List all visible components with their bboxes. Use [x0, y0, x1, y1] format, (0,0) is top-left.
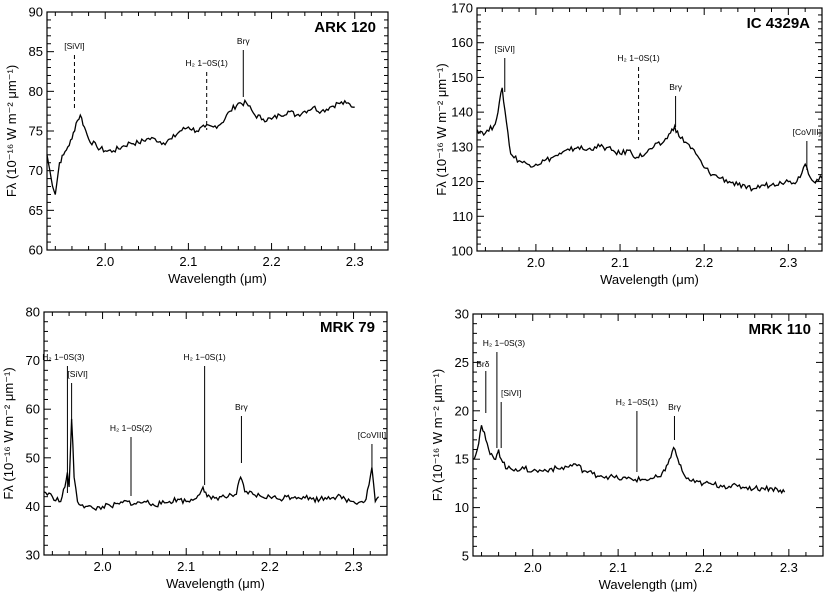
y-tick-label: 140: [451, 105, 473, 120]
y-tick-label: 60: [26, 402, 40, 417]
line-marker-label: H₂ 1−0S(1): [617, 53, 659, 63]
plot-frame: [43, 311, 388, 556]
line-marker-label: H₂ 1−0S(2): [110, 423, 152, 433]
line-marker-label: [SiVI]: [501, 388, 521, 398]
y-axis-label: Fλ (10⁻¹⁶ W m⁻² μm⁻¹): [4, 65, 19, 197]
y-tick-label: 5: [462, 549, 469, 564]
y-tick-label: 70: [29, 163, 43, 178]
y-axis-label: Fλ (10⁻¹⁶ W m⁻² μm⁻¹): [434, 63, 449, 195]
plot-frame: [476, 7, 823, 252]
y-tick-label: 80: [29, 84, 43, 99]
y-tick-label: 40: [26, 499, 40, 514]
y-tick-label: 15: [455, 452, 469, 467]
panel-title: MRK 79: [320, 319, 375, 336]
y-tick-label: 10: [455, 500, 469, 515]
y-tick-label: 100: [451, 244, 473, 259]
x-tick-label: 2.3: [346, 254, 364, 269]
line-marker-label: Brγ: [669, 82, 683, 92]
spectrum-line: [472, 425, 786, 495]
y-tick-label: 25: [455, 355, 469, 370]
panel-3: 2.0 2.1 2.2 2.3 30 40 50 60 70 80 Wavelength (μm) F…: [1, 305, 388, 591]
line-marker-label: [SiVI]: [495, 44, 515, 54]
spectrum-line: [46, 98, 355, 195]
x-axis-label: Wavelength (μm): [166, 576, 265, 591]
x-axis-label: Wavelength (μm): [168, 271, 267, 286]
panel-2: 2.0 2.1 2.2 2.3 100 110 120 130 140 150 160 170 Wave…: [434, 1, 823, 287]
x-axis-label: Wavelength (μm): [599, 577, 698, 592]
spectrum-line: [43, 418, 380, 511]
line-marker-label: [SiVI]: [67, 369, 87, 379]
line-marker-label: [CoVIII]: [358, 430, 386, 440]
panel-title: ARK 120: [314, 19, 376, 36]
y-tick-label: 50: [26, 450, 40, 465]
x-tick-label: 2.2: [694, 560, 712, 575]
y-tick-label: 90: [29, 5, 43, 20]
y-tick-label: 130: [451, 139, 473, 154]
y-tick-label: 65: [29, 203, 43, 218]
x-tick-label: 2.1: [177, 559, 195, 574]
y-tick-label: 150: [451, 70, 473, 85]
line-marker-label: [SiVI]: [64, 41, 84, 51]
y-tick-label: 110: [452, 209, 473, 224]
y-tick-label: 120: [451, 174, 473, 189]
x-tick-label: 2.0: [524, 560, 542, 575]
x-tick-label: 2.0: [94, 559, 112, 574]
x-tick-label: 2.1: [609, 560, 627, 575]
x-tick-label: 2.3: [344, 559, 362, 574]
y-tick-label: 160: [451, 35, 473, 50]
y-tick-label: 170: [451, 1, 473, 16]
y-tick-label: 85: [29, 44, 43, 59]
x-tick-label: 2.3: [779, 255, 797, 270]
panel-1: 2.0 2.1 2.2 2.3 60 65 70 75 80 85 90 Wavelength (μm…: [4, 5, 389, 286]
y-tick-label: 70: [26, 353, 40, 368]
y-tick-label: 20: [455, 403, 469, 418]
panel-title: IC 4329A: [747, 15, 811, 32]
x-tick-label: 2.2: [695, 255, 713, 270]
x-axis-label: Wavelength (μm): [600, 272, 699, 287]
y-tick-label: 75: [29, 124, 43, 139]
panel-4: 2.0 2.1 2.2 2.3 5 10 15 20 25 30 Wavelength (μm) Fλ…: [430, 307, 824, 592]
line-marker-label: Brγ: [668, 402, 682, 412]
line-marker-label: H₂ 1−0S(1): [186, 58, 228, 68]
x-tick-label: 2.0: [527, 255, 545, 270]
y-tick-label: 30: [455, 307, 469, 322]
line-marker-label: H₂ 1−0S(1): [616, 397, 658, 407]
line-marker-label: H₂ 1−0S(1): [183, 352, 225, 362]
line-marker-label: Brδ: [476, 359, 490, 369]
y-tick-label: 30: [26, 548, 40, 563]
line-marker-label: Brγ: [237, 36, 251, 46]
x-tick-label: 2.2: [263, 254, 281, 269]
x-tick-label: 2.0: [96, 254, 114, 269]
line-marker-label: H₂ 1−0S(3): [42, 352, 84, 362]
line-marker-label: [CoVIII]: [793, 127, 821, 137]
x-tick-label: 2.1: [179, 254, 197, 269]
spectrum-line: [476, 87, 823, 192]
x-tick-label: 2.3: [780, 560, 798, 575]
x-tick-label: 2.2: [261, 559, 279, 574]
line-marker-label: H₂ 1−0S(3): [483, 338, 525, 348]
plot-frame: [46, 11, 389, 251]
y-tick-label: 60: [29, 243, 43, 258]
y-tick-label: 80: [26, 305, 40, 320]
y-axis-label: Fλ (10⁻¹⁶ W m⁻² μm⁻¹): [1, 367, 16, 499]
panel-title: MRK 110: [748, 321, 811, 338]
x-tick-label: 2.1: [611, 255, 629, 270]
plot-frame: [472, 313, 824, 557]
line-marker-label: Brγ: [235, 402, 249, 412]
y-axis-label: Fλ (10⁻¹⁶ W m⁻² μm⁻¹): [430, 369, 445, 501]
